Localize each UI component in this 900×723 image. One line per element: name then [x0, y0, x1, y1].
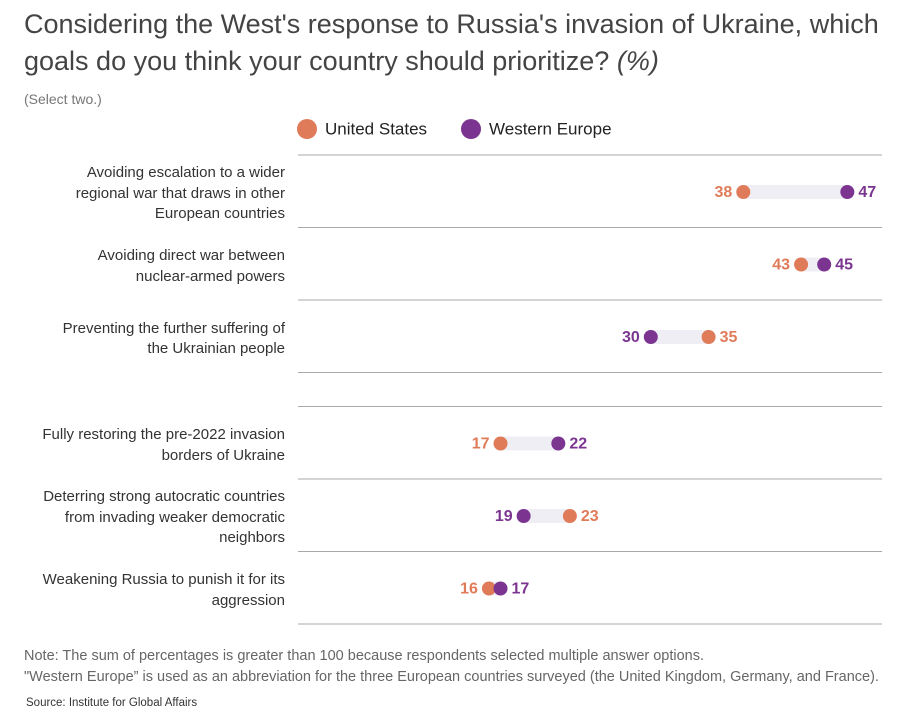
- category-label: Preventing the further suffering of the …: [62, 319, 285, 358]
- legend-label: United States: [325, 119, 427, 138]
- value-label: 35: [720, 329, 738, 346]
- value-label: 30: [622, 329, 640, 346]
- dot: [817, 257, 832, 272]
- value-label: 16: [460, 581, 478, 598]
- dot: [701, 330, 716, 344]
- legend-label: Western Europe: [489, 119, 612, 138]
- subtitle: (Select two.): [24, 91, 102, 107]
- value-label: 43: [772, 257, 790, 274]
- dot: [736, 185, 751, 199]
- category-label: Fully restoring the pre-2022 invasion bo…: [42, 426, 285, 464]
- chart-title: Considering the West's response to Russi…: [24, 6, 884, 80]
- value-label: 19: [495, 508, 513, 525]
- dot: [493, 436, 508, 451]
- value-label: 23: [581, 508, 599, 525]
- value-label: 38: [714, 184, 732, 201]
- category-label: Avoiding escalation to a wider regional …: [75, 164, 285, 222]
- dot: [794, 257, 809, 272]
- value-label: 17: [472, 436, 490, 453]
- legend-marker: [461, 119, 481, 139]
- dot: [551, 436, 566, 451]
- dot: [481, 581, 496, 596]
- title-unit: (%): [616, 46, 659, 76]
- note: "Western Europe” is used as an abbreviat…: [24, 669, 879, 685]
- title-text: Considering the West's response to Russi…: [24, 9, 879, 76]
- connector: [500, 436, 559, 451]
- value-label: 47: [858, 184, 876, 201]
- value-label: 22: [569, 436, 587, 453]
- category-label: Weakening Russia to punish it for its ag…: [42, 571, 285, 609]
- category-label: Avoiding direct war between nuclear-arme…: [97, 247, 285, 285]
- connector: [650, 330, 709, 344]
- value-label: 17: [512, 581, 530, 598]
- dot: [493, 581, 508, 596]
- dot: [516, 509, 531, 523]
- category-label: Deterring strong autocratic countries fr…: [43, 488, 285, 546]
- source: Source: Institute for Global Affairs: [26, 697, 198, 709]
- value-label: 45: [835, 257, 853, 274]
- dot: [840, 185, 855, 199]
- dot: [643, 330, 658, 344]
- legend-marker: [297, 119, 317, 139]
- connector: [743, 185, 848, 199]
- connector: [523, 509, 570, 523]
- dot: [562, 509, 577, 523]
- note: Note: The sum of percentages is greater …: [24, 648, 705, 664]
